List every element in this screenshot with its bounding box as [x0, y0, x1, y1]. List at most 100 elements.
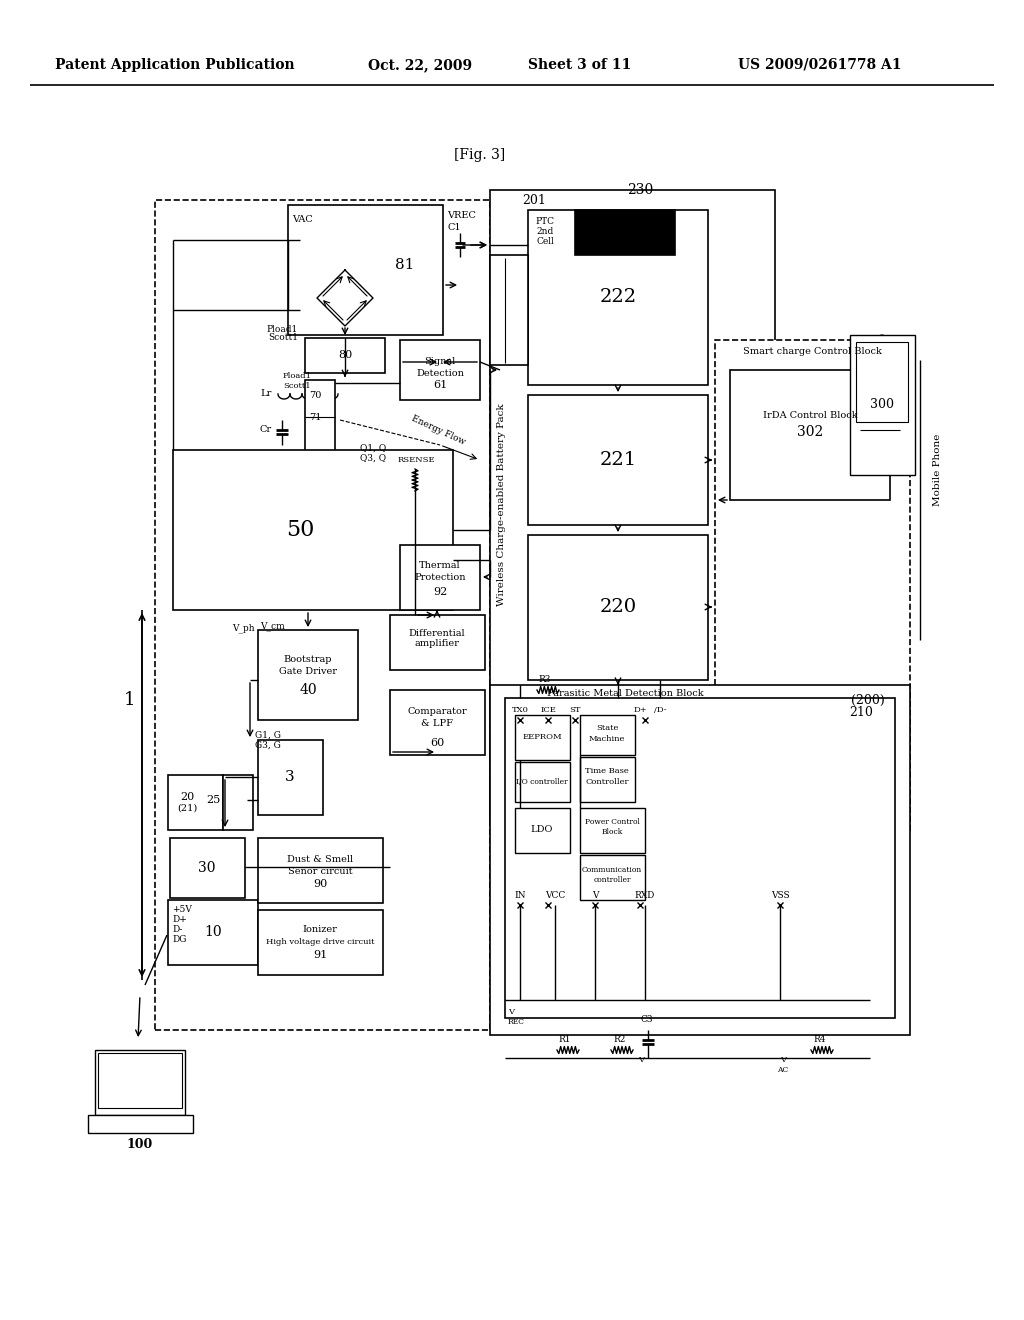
Bar [258, 741, 323, 814]
Text: LDO: LDO [530, 825, 553, 834]
Text: G3, G: G3, G [255, 741, 281, 750]
Text: V: V [592, 891, 598, 899]
Text: 201: 201 [522, 194, 546, 206]
Text: Scott1: Scott1 [268, 334, 298, 342]
Bar [490, 685, 910, 1035]
Text: US 2009/0261778 A1: US 2009/0261778 A1 [738, 58, 902, 73]
Text: TX0: TX0 [512, 706, 528, 714]
Text: High voltage drive circuit: High voltage drive circuit [266, 939, 374, 946]
Text: Wireless Charge-enabled Battery Pack: Wireless Charge-enabled Battery Pack [498, 404, 507, 606]
Text: Communication: Communication [582, 866, 642, 874]
Bar [528, 535, 708, 680]
Bar [850, 335, 915, 475]
Text: & LPF: & LPF [421, 718, 453, 727]
Text: V: V [508, 1008, 514, 1016]
Bar [505, 698, 895, 1018]
Bar [88, 1115, 193, 1133]
Text: RXD: RXD [635, 891, 655, 899]
Bar [715, 341, 910, 830]
Text: Bootstrap: Bootstrap [284, 656, 332, 664]
Text: IrDA Control Block: IrDA Control Block [763, 411, 857, 420]
Text: Gate Driver: Gate Driver [279, 668, 337, 676]
Text: V_cm: V_cm [260, 622, 285, 631]
Text: VREC: VREC [447, 210, 476, 219]
Bar [515, 808, 570, 853]
Text: Block: Block [601, 828, 623, 836]
Bar [305, 338, 385, 374]
Text: V: V [780, 1056, 786, 1064]
Text: 70: 70 [309, 391, 322, 400]
Text: 100: 100 [127, 1138, 154, 1151]
Bar [258, 630, 358, 719]
Bar [170, 838, 245, 898]
Text: VAC: VAC [292, 215, 312, 224]
Text: PTC: PTC [536, 218, 555, 227]
Text: 221: 221 [599, 451, 637, 469]
Text: DG: DG [172, 936, 186, 945]
Text: 90: 90 [313, 879, 327, 888]
Text: 220: 220 [599, 598, 637, 616]
Text: Senor circuit: Senor circuit [288, 867, 352, 876]
Text: 50: 50 [286, 519, 314, 541]
Text: Pload1: Pload1 [266, 326, 298, 334]
Bar [390, 690, 485, 755]
Text: R1: R1 [559, 1035, 571, 1044]
Text: 80: 80 [338, 350, 352, 360]
Text: 300: 300 [870, 399, 894, 412]
Text: controller: controller [593, 876, 631, 884]
Bar [288, 205, 443, 335]
Text: 71: 71 [309, 413, 322, 422]
Text: 40: 40 [299, 682, 316, 697]
Text: Mobile Phone: Mobile Phone [934, 434, 942, 506]
Text: Controller: Controller [586, 777, 629, 785]
Text: [Fig. 3]: [Fig. 3] [455, 148, 506, 162]
Text: V: V [638, 1056, 644, 1064]
Bar [173, 450, 453, 610]
Bar [168, 775, 223, 830]
Text: R4: R4 [814, 1035, 826, 1044]
Text: 302: 302 [797, 425, 823, 440]
Text: Cr: Cr [260, 425, 272, 434]
Bar [98, 1053, 182, 1107]
Text: Detection: Detection [416, 368, 464, 378]
Text: 222: 222 [599, 288, 637, 306]
Bar [168, 900, 258, 965]
Text: VSS: VSS [771, 891, 790, 899]
Text: 91: 91 [313, 950, 327, 960]
Text: D+: D+ [633, 706, 647, 714]
Text: ICE: ICE [540, 706, 556, 714]
Bar [400, 545, 480, 610]
Text: AC: AC [777, 1067, 788, 1074]
Text: 30: 30 [199, 861, 216, 875]
Text: Cell: Cell [537, 238, 554, 247]
Text: Pload1: Pload1 [283, 372, 311, 380]
Bar [575, 210, 675, 255]
Bar [95, 1049, 185, 1115]
Text: Thermal: Thermal [419, 561, 461, 570]
Text: REC: REC [508, 1018, 525, 1026]
Text: VCC: VCC [545, 891, 565, 899]
Bar [515, 715, 570, 760]
Bar [155, 201, 490, 1030]
Text: Time Base: Time Base [585, 767, 629, 775]
Text: Q3, Q: Q3, Q [360, 454, 386, 462]
Text: C3: C3 [641, 1015, 653, 1024]
Text: 61: 61 [433, 380, 447, 389]
Bar [258, 909, 383, 975]
Text: /D-: /D- [653, 706, 667, 714]
Text: Power Control: Power Control [585, 818, 639, 826]
Text: State: State [596, 723, 618, 733]
Bar [580, 808, 645, 853]
Text: Energy Flow: Energy Flow [410, 413, 467, 446]
Bar [400, 341, 480, 400]
Text: EEPROM: EEPROM [522, 733, 562, 741]
Text: amplifier: amplifier [415, 639, 460, 648]
Text: Scott1: Scott1 [284, 381, 311, 389]
Text: Machine: Machine [589, 735, 626, 743]
Text: 10: 10 [204, 925, 222, 939]
Bar [258, 838, 383, 903]
Text: R3: R3 [539, 676, 551, 685]
Text: (21): (21) [177, 804, 198, 813]
Text: Dust & Smell: Dust & Smell [287, 855, 353, 865]
Text: ST: ST [569, 706, 581, 714]
